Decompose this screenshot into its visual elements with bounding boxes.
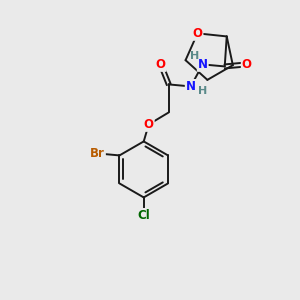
Text: H: H <box>198 86 207 96</box>
Text: O: O <box>193 27 202 40</box>
Text: N: N <box>198 58 208 71</box>
Text: N: N <box>186 80 196 93</box>
Text: Br: Br <box>90 147 105 160</box>
Text: H: H <box>190 51 200 62</box>
Text: Cl: Cl <box>137 209 150 222</box>
Text: O: O <box>242 58 252 71</box>
Text: O: O <box>156 58 166 71</box>
Text: O: O <box>144 118 154 131</box>
